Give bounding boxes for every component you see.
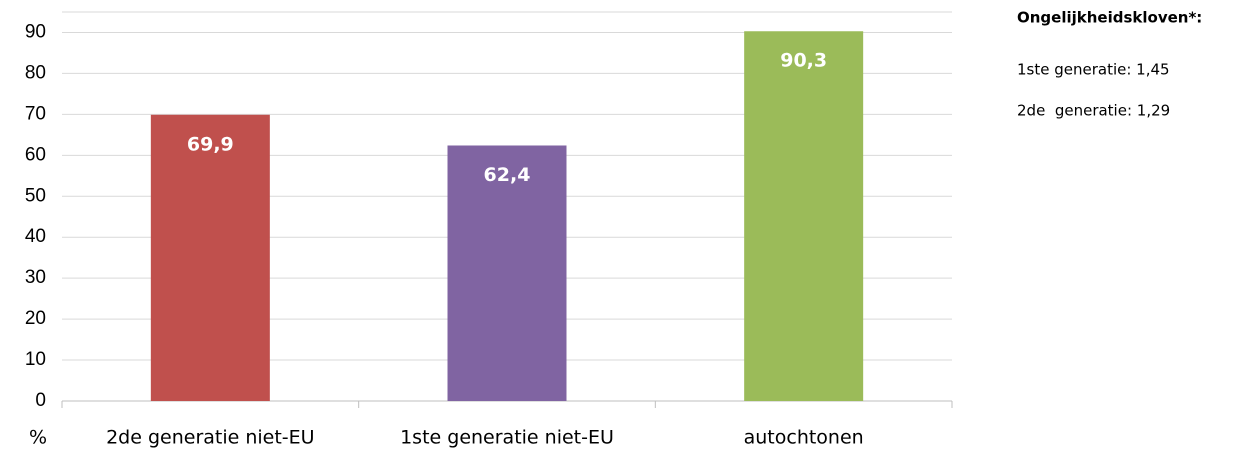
- y-tick-label: 40: [25, 226, 46, 247]
- annotation-title: Ongelijkheidskloven*:: [1017, 9, 1202, 27]
- y-tick-label: 20: [25, 308, 46, 329]
- y-tick-label: 80: [25, 62, 46, 83]
- y-tick-label: 70: [25, 103, 46, 124]
- value-label: 69,9: [187, 133, 234, 155]
- y-tick-label: 0: [35, 390, 46, 411]
- y-tick-label: 60: [25, 144, 46, 165]
- value-label: 62,4: [484, 164, 531, 186]
- annotation-line: 1ste generatie: 1,45: [1017, 61, 1170, 79]
- x-tick-label: 2de generatie niet-EU: [106, 427, 315, 449]
- y-tick-label: 30: [25, 267, 46, 288]
- bar: [447, 145, 567, 401]
- annotation-line: 2de generatie: 1,29: [1017, 102, 1170, 120]
- x-tick-label: 1ste generatie niet-EU: [400, 427, 614, 449]
- value-label: 90,3: [780, 50, 827, 72]
- x-tick-label: autochtonen: [744, 427, 864, 449]
- y-axis-label: %: [29, 427, 47, 449]
- bar: [150, 114, 270, 401]
- y-tick-label: 90: [25, 21, 46, 42]
- y-tick-label: 50: [25, 185, 46, 206]
- bar: [744, 31, 864, 401]
- y-tick-label: 10: [25, 349, 46, 370]
